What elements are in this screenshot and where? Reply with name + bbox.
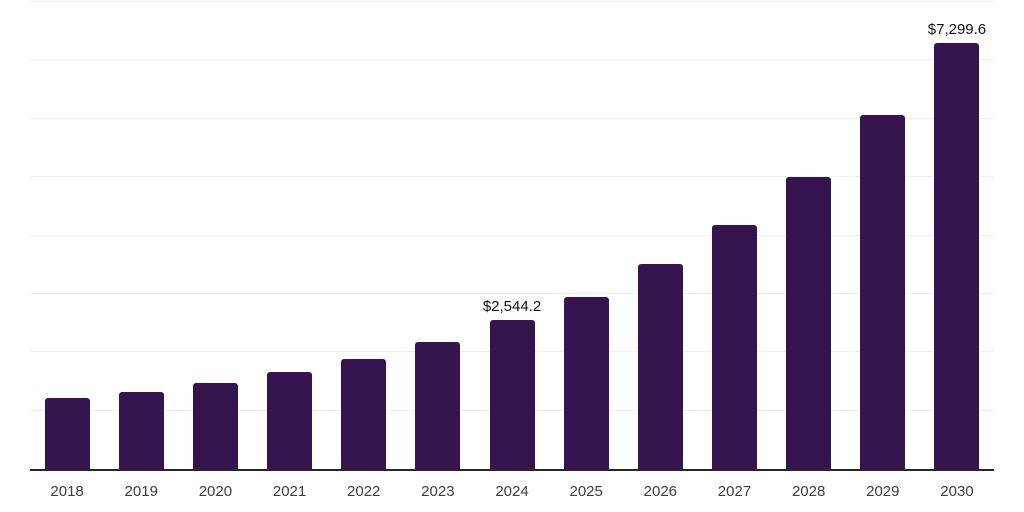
bar-2029 — [860, 114, 906, 469]
bar-series: $2,544.2 $7,299.6 — [30, 2, 994, 469]
gridline — [30, 234, 994, 236]
x-tick-label-2024: 2024 — [495, 483, 529, 500]
x-tick-label-2029: 2029 — [866, 483, 900, 500]
x-tick-label-2018: 2018 — [50, 483, 84, 500]
x-tick-label-2022: 2022 — [347, 483, 381, 500]
gridline — [30, 117, 994, 119]
bar-band-2028 — [772, 2, 846, 469]
bar-band-2025 — [549, 2, 623, 469]
x-tick-label-2019: 2019 — [124, 483, 158, 500]
bar-2021 — [267, 372, 313, 469]
bar-band-2029 — [846, 2, 920, 469]
gridline — [30, 1, 994, 2]
bar-value-label-2024: $2,544.2 — [482, 298, 542, 316]
x-tick-label-2020: 2020 — [198, 483, 233, 500]
x-tick-label-2026: 2026 — [643, 483, 678, 500]
x-tick-label-2027: 2027 — [717, 483, 752, 500]
bar-2025 — [563, 296, 609, 469]
bar-band-2030: $7,299.6 — [920, 2, 994, 469]
x-axis-labels: 2018 2019 2020 2021 2022 2023 2024 2025 2026 2027… — [30, 483, 994, 500]
bar-band-2021 — [252, 2, 326, 469]
bar-band-2022 — [327, 2, 401, 469]
x-tick-label-2025: 2025 — [569, 483, 603, 500]
x-tick-label-2023: 2023 — [421, 483, 455, 500]
bar-band-2023 — [401, 2, 475, 469]
bar-2018 — [44, 398, 90, 469]
bar-2028 — [786, 176, 832, 469]
bar-band-2018 — [30, 2, 104, 469]
bar-2023 — [415, 342, 461, 469]
bar-2024 — [489, 320, 535, 469]
bar-band-2020 — [178, 2, 252, 469]
gridline — [30, 176, 994, 178]
bar-2020 — [192, 382, 238, 469]
x-tick-label-2030: 2030 — [940, 483, 974, 500]
bar-2027 — [711, 225, 757, 469]
bar-band-2026 — [623, 2, 697, 469]
bar-2022 — [341, 358, 387, 469]
bar-2030 — [934, 42, 980, 469]
bar-2026 — [637, 263, 683, 469]
bar-band-2019 — [104, 2, 178, 469]
bar-2019 — [118, 392, 164, 469]
plot-area: $2,544.2 $7,299.6 — [30, 1, 994, 471]
gridline — [30, 59, 994, 61]
x-axis-line — [30, 469, 994, 471]
bar-band-2024: $2,544.2 — [475, 2, 549, 469]
bar-value-label-2030: $7,299.6 — [927, 20, 987, 38]
gridline — [30, 292, 994, 294]
bar-band-2027 — [697, 2, 771, 469]
x-tick-label-2021: 2021 — [272, 483, 307, 500]
x-tick-label-2028: 2028 — [791, 483, 826, 500]
